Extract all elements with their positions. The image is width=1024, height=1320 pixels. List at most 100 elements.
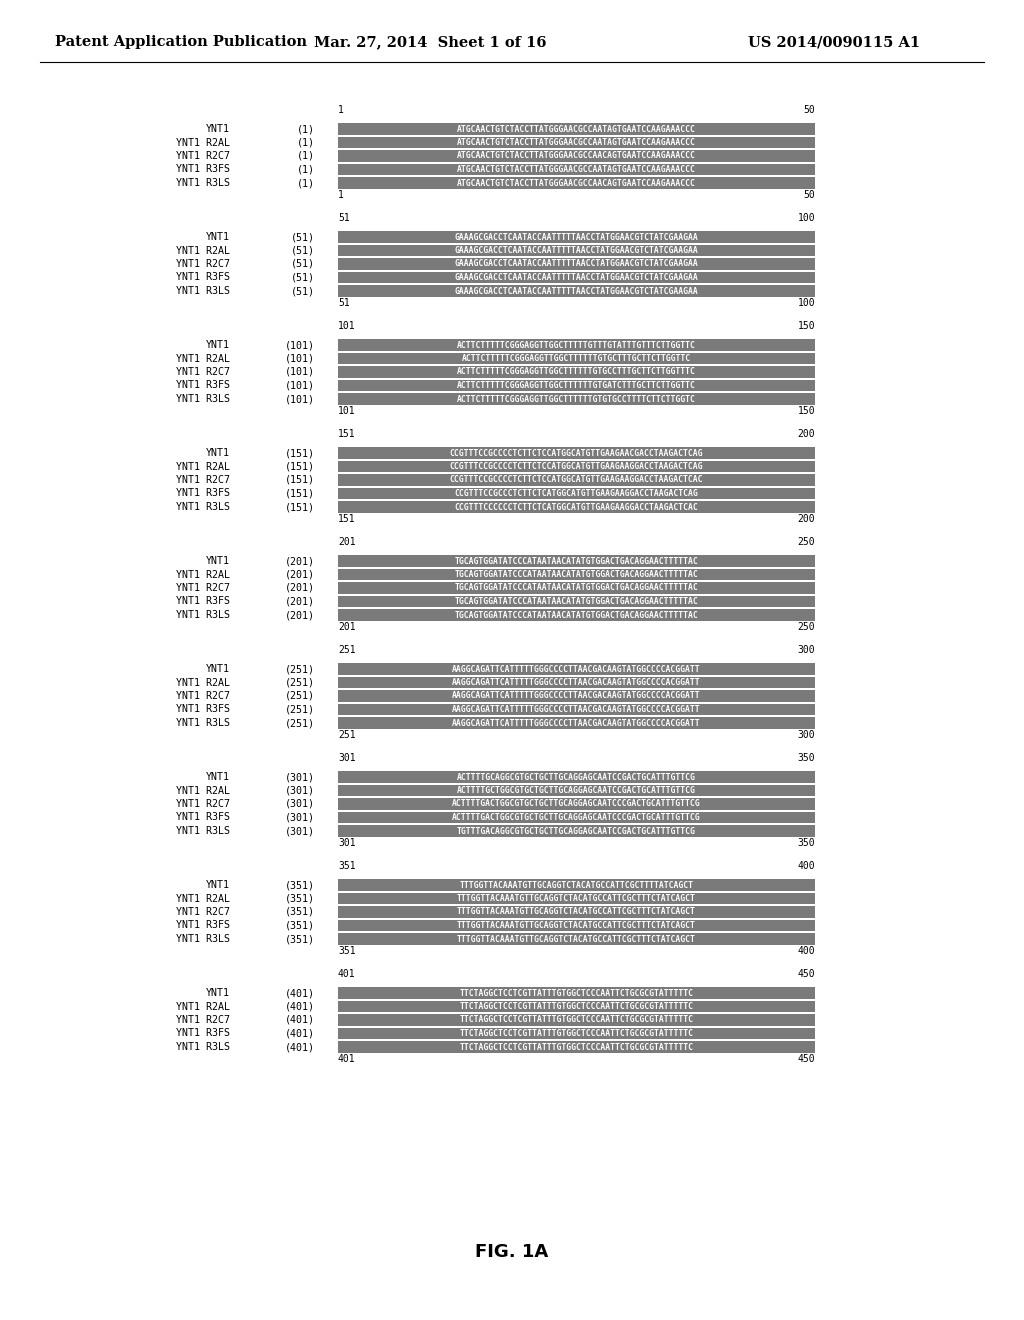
Text: 300: 300 (798, 730, 815, 741)
Text: ACTTCTTTTTCGGGAGGTTGGCTTTTTTGTGTGCCTTTTCTTCTTGGTC: ACTTCTTTTTCGGGAGGTTGGCTTTTTTGTGTGCCTTTTC… (457, 395, 696, 404)
Bar (338, 447, 815, 459)
Text: 350: 350 (798, 752, 815, 763)
Text: 101: 101 (338, 321, 355, 331)
Text: US 2014/0090115 A1: US 2014/0090115 A1 (748, 36, 920, 49)
Text: 51: 51 (338, 298, 350, 309)
Text: (1): (1) (297, 178, 315, 187)
Bar (338, 380, 815, 392)
Text: YNT1 R3FS: YNT1 R3FS (176, 920, 230, 931)
Bar (338, 920, 815, 932)
Text: (351): (351) (285, 920, 315, 931)
Text: YNT1 R3FS: YNT1 R3FS (176, 272, 230, 282)
Bar (338, 352, 815, 364)
Text: YNT1 R2C7: YNT1 R2C7 (176, 690, 230, 701)
Bar (338, 1041, 815, 1053)
Text: 101: 101 (338, 407, 355, 416)
Bar (338, 272, 815, 284)
Text: 250: 250 (798, 537, 815, 546)
Text: CCGTTTCCGCCCCTCTTCTCCATGGCATGTTGAAGAACGACCTAAGACTCAG: CCGTTTCCGCCCCTCTTCTCCATGGCATGTTGAAGAACGA… (450, 449, 703, 458)
Text: 1: 1 (338, 106, 344, 115)
Text: CCGTTTCCGCCCTCTTCTCATGGCATGTTGAAGAAGGACCTAAGACTCAG: CCGTTTCCGCCCTCTTCTCATGGCATGTTGAAGAAGGACC… (455, 488, 698, 498)
Text: GAAAGCGACCTCAATACCAATTTTTAACCTATGGAACGTCTATCGAAGAA: GAAAGCGACCTCAATACCAATTTTTAACCTATGGAACGTC… (455, 286, 698, 296)
Text: Mar. 27, 2014  Sheet 1 of 16: Mar. 27, 2014 Sheet 1 of 16 (313, 36, 546, 49)
Text: YNT1 R2AL: YNT1 R2AL (176, 354, 230, 363)
Text: 1: 1 (338, 190, 344, 201)
Text: (101): (101) (285, 380, 315, 391)
Text: CCGTTTCCGCCCCTCTTCTCCATGGCATGTTGAAGAAGGACCTAAGACTCAC: CCGTTTCCGCCCCTCTTCTCCATGGCATGTTGAAGAAGGA… (450, 475, 703, 484)
Bar (338, 1014, 815, 1026)
Text: 401: 401 (338, 1055, 355, 1064)
Text: TTCTAGGCTCCTCGTTATTTGTGGCTCCCAATTCTGCGCGTATTTTTC: TTCTAGGCTCCTCGTTATTTGTGGCTCCCAATTCTGCGCG… (460, 989, 693, 998)
Text: YNT1 R2C7: YNT1 R2C7 (176, 907, 230, 917)
Text: ACTTTTGACTGGCGTGCTGCTTGCAGGAGCAATCCCGACTGCATTTGTTCG: ACTTTTGACTGGCGTGCTGCTTGCAGGAGCAATCCCGACT… (453, 813, 700, 822)
Text: YNT1 R2AL: YNT1 R2AL (176, 246, 230, 256)
Text: (151): (151) (285, 462, 315, 471)
Bar (338, 285, 815, 297)
Text: (301): (301) (285, 813, 315, 822)
Bar (338, 244, 815, 256)
Text: (351): (351) (285, 907, 315, 917)
Bar (338, 487, 815, 499)
Bar (338, 461, 815, 473)
Text: (201): (201) (285, 583, 315, 593)
Bar (338, 556, 815, 568)
Text: TGCAGTGGATATCCCATAATAACATATGTGGACTGACAGGAACTTTTTAC: TGCAGTGGATATCCCATAATAACATATGTGGACTGACAGG… (455, 597, 698, 606)
Text: GAAAGCGACCTCAATACCAATTTTTAACCTATGGAACGTCTATCGAAGAA: GAAAGCGACCTCAATACCAATTTTTAACCTATGGAACGTC… (455, 260, 698, 268)
Text: YNT1 R2AL: YNT1 R2AL (176, 894, 230, 903)
Bar (338, 569, 815, 581)
Text: YNT1 R3FS: YNT1 R3FS (176, 597, 230, 606)
Text: YNT1 R3LS: YNT1 R3LS (176, 718, 230, 729)
Text: YNT1: YNT1 (206, 232, 230, 242)
Text: YNT1 R3LS: YNT1 R3LS (176, 286, 230, 296)
Text: YNT1 R3LS: YNT1 R3LS (176, 178, 230, 187)
Bar (338, 502, 815, 513)
Text: 50: 50 (803, 190, 815, 201)
Text: TGCAGTGGATATCCCATAATAACATATGTGGACTGACAGGAACTTTTTAC: TGCAGTGGATATCCCATAATAACATATGTGGACTGACAGG… (455, 583, 698, 593)
Text: TGCAGTGGATATCCCATAATAACATATGTGGACTGACAGGAACTTTTTAC: TGCAGTGGATATCCCATAATAACATATGTGGACTGACAGG… (455, 570, 698, 579)
Text: (51): (51) (291, 286, 315, 296)
Text: YNT1 R2C7: YNT1 R2C7 (176, 150, 230, 161)
Text: 151: 151 (338, 429, 355, 440)
Bar (338, 677, 815, 689)
Text: YNT1 R3LS: YNT1 R3LS (176, 393, 230, 404)
Bar (338, 825, 815, 837)
Text: ACTTTTGACTGGCGTGCTGCTTGCAGGAGCAATCCCGACTGCATTTGTTCG: ACTTTTGACTGGCGTGCTGCTTGCAGGAGCAATCCCGACT… (453, 800, 700, 808)
Text: (401): (401) (285, 1015, 315, 1026)
Text: (1): (1) (297, 124, 315, 135)
Bar (338, 771, 815, 783)
Text: CCGTTTCCCCCCTCTTCTCATGGCATGTTGAAGAAGGACCTAAGACTCAC: CCGTTTCCCCCCTCTTCTCATGGCATGTTGAAGAAGGACC… (455, 503, 698, 511)
Bar (338, 799, 815, 810)
Text: ATGCAACTGTCTACCTTATGGGAACGCCAACAGTGAATCCAAGAAACCC: ATGCAACTGTCTACCTTATGGGAACGCCAACAGTGAATCC… (457, 178, 696, 187)
Text: (51): (51) (291, 272, 315, 282)
Text: YNT1: YNT1 (206, 447, 230, 458)
Text: YNT1 R3LS: YNT1 R3LS (176, 826, 230, 836)
Bar (338, 259, 815, 271)
Text: (51): (51) (291, 246, 315, 256)
Bar (338, 136, 815, 148)
Text: AAGGCAGATTCATTTTTGGGCCCCTTAACGACAAGTATGGCCCCACGGATT: AAGGCAGATTCATTTTTGGGCCCCTTAACGACAAGTATGG… (453, 718, 700, 727)
Text: 351: 351 (338, 946, 355, 957)
Text: TTCTAGGCTCCTCGTTATTTGTGGCTCCCAATTCTGCGCGTATTTTTC: TTCTAGGCTCCTCGTTATTTGTGGCTCCCAATTCTGCGCG… (460, 1002, 693, 1011)
Text: (401): (401) (285, 987, 315, 998)
Text: (301): (301) (285, 799, 315, 809)
Text: (301): (301) (285, 826, 315, 836)
Text: 350: 350 (798, 838, 815, 849)
Text: YNT1 R3FS: YNT1 R3FS (176, 813, 230, 822)
Text: YNT1 R3FS: YNT1 R3FS (176, 488, 230, 499)
Text: 450: 450 (798, 1055, 815, 1064)
Text: 200: 200 (798, 515, 815, 524)
Text: 100: 100 (798, 213, 815, 223)
Text: 251: 251 (338, 645, 355, 655)
Text: 50: 50 (803, 106, 815, 115)
Text: YNT1 R2C7: YNT1 R2C7 (176, 475, 230, 484)
Text: ACTTCTTTTTCGGGAGGTTGGCTTTTTGTTTGTATTTGTTTCTTGGTTC: ACTTCTTTTTCGGGAGGTTGGCTTTTTGTTTGTATTTGTT… (457, 341, 696, 350)
Text: TTTGGTTACAAATGTTGCAGGTCTACATGCCATTCGCTTTCTATCAGCT: TTTGGTTACAAATGTTGCAGGTCTACATGCCATTCGCTTT… (457, 921, 696, 931)
Text: YNT1: YNT1 (206, 880, 230, 890)
Text: 251: 251 (338, 730, 355, 741)
Text: (401): (401) (285, 1002, 315, 1011)
Bar (338, 150, 815, 162)
Text: YNT1: YNT1 (206, 664, 230, 675)
Text: (101): (101) (285, 354, 315, 363)
Bar (338, 339, 815, 351)
Bar (338, 1001, 815, 1012)
